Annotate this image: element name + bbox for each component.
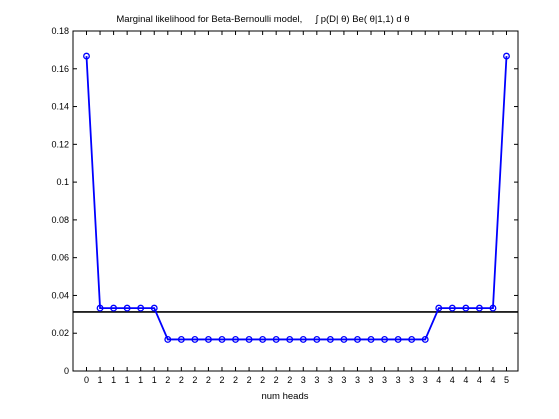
data-point xyxy=(435,304,443,312)
x-tick-label: 2 xyxy=(165,375,170,385)
y-tick-label: 0.14 xyxy=(51,102,69,112)
data-point xyxy=(381,336,389,343)
x-tick-label: 2 xyxy=(260,375,265,385)
x-tick-label: 3 xyxy=(382,375,387,385)
data-point xyxy=(367,336,375,343)
data-point xyxy=(462,304,470,312)
series-line xyxy=(85,56,508,341)
data-point xyxy=(83,52,90,60)
data-point xyxy=(286,336,294,343)
y-tick-layer: 0 0.02 0.04 0.06 0.08 0.1 0.12 0.14 0.16 0.18 xyxy=(51,26,518,376)
x-tick-label: 2 xyxy=(179,375,184,385)
x-tick-label: 0 xyxy=(84,375,89,385)
data-point xyxy=(394,336,402,343)
data-point xyxy=(313,336,321,343)
data-point xyxy=(475,304,483,312)
data-point xyxy=(448,304,456,312)
x-tick-label: 2 xyxy=(219,375,224,385)
x-tick-label: 3 xyxy=(355,375,360,385)
x-tick-label: 2 xyxy=(247,375,252,385)
x-tick-label: 3 xyxy=(328,375,333,385)
data-point xyxy=(177,336,185,343)
x-tick-label: 2 xyxy=(287,375,292,385)
x-tick-label: 4 xyxy=(436,375,441,385)
data-point xyxy=(218,336,226,343)
data-point xyxy=(326,336,334,343)
x-tick-label: 5 xyxy=(504,375,509,385)
y-tick-label: 0 xyxy=(64,366,69,376)
x-tick-label: 4 xyxy=(490,375,495,385)
plot-area-box xyxy=(72,30,519,372)
data-point xyxy=(421,336,429,343)
chart-title: Marginal likelihood for Beta-Bernoulli m… xyxy=(116,14,409,25)
y-tick-label: 0.04 xyxy=(51,290,69,300)
data-point xyxy=(299,336,307,343)
x-tick-label: 4 xyxy=(450,375,455,385)
y-tick-label: 0.02 xyxy=(51,328,69,338)
data-point xyxy=(123,304,131,312)
data-point xyxy=(489,304,497,312)
x-tick-label: 3 xyxy=(314,375,319,385)
x-tick-label: 1 xyxy=(152,375,157,385)
x-tick-label: 1 xyxy=(98,375,103,385)
data-point xyxy=(110,304,118,312)
x-tick-label: 3 xyxy=(341,375,346,385)
y-tick-label: 0.06 xyxy=(51,253,69,263)
x-tick-label: 1 xyxy=(111,375,116,385)
y-tick-label: 0.1 xyxy=(56,177,69,187)
axes-frame xyxy=(72,30,519,372)
x-axis-label: num heads xyxy=(261,391,308,402)
data-point xyxy=(96,304,104,312)
data-point xyxy=(259,336,267,343)
x-tick-label: 3 xyxy=(301,375,306,385)
x-tick-label: 4 xyxy=(477,375,482,385)
x-tick-label: 2 xyxy=(192,375,197,385)
y-tick-label: 0.16 xyxy=(51,64,69,74)
data-point xyxy=(245,336,253,343)
x-tick-label: 2 xyxy=(233,375,238,385)
y-tick-label: 0.18 xyxy=(51,26,69,36)
data-point xyxy=(137,304,145,312)
data-point xyxy=(150,304,158,312)
data-point xyxy=(408,336,416,343)
data-point xyxy=(340,336,348,343)
x-tick-label: 3 xyxy=(369,375,374,385)
x-tick-label: 2 xyxy=(274,375,279,385)
x-tick-label: 3 xyxy=(409,375,414,385)
x-tick-label: 1 xyxy=(138,375,143,385)
x-tick-label: 2 xyxy=(206,375,211,385)
x-tick-label: 3 xyxy=(423,375,428,385)
data-point xyxy=(354,336,361,343)
data-point xyxy=(503,52,510,60)
x-tick-label: 3 xyxy=(396,375,401,385)
data-point xyxy=(204,336,212,343)
x-tick-label: 4 xyxy=(463,375,468,385)
data-point xyxy=(232,336,239,343)
y-tick-label: 0.08 xyxy=(51,215,69,225)
series-layer xyxy=(83,52,510,343)
data-point xyxy=(272,336,280,343)
data-point xyxy=(191,336,199,343)
y-tick-label: 0.12 xyxy=(51,139,69,149)
x-tick-label: 1 xyxy=(125,375,130,385)
data-point xyxy=(164,336,172,343)
